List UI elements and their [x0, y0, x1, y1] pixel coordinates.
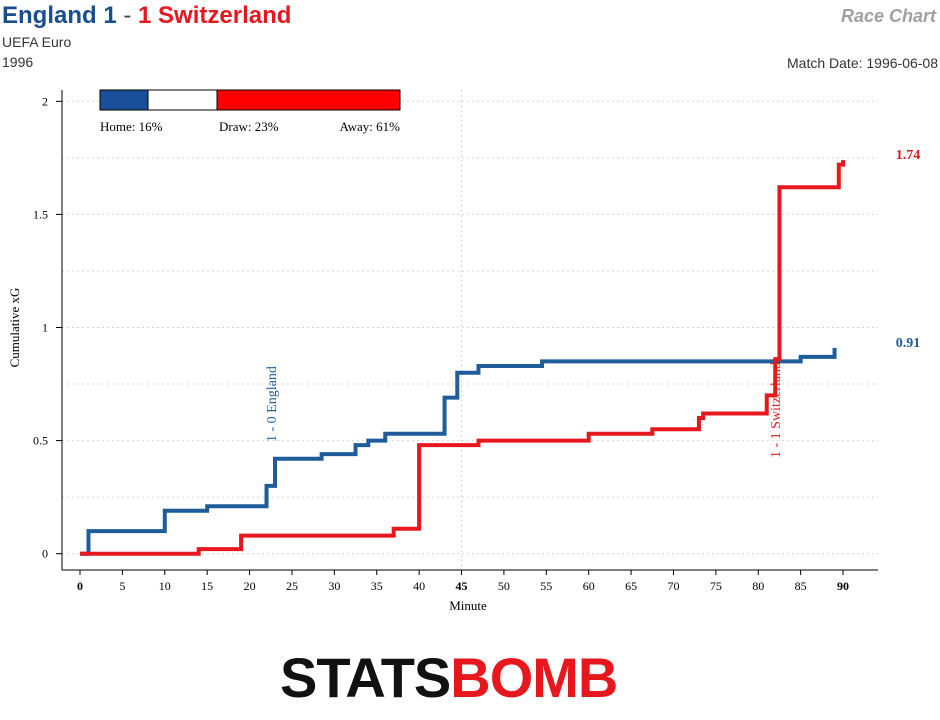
axes-layer: 0 0.5 1 1.5 2 Cumulative xG 0 5 10 15 20 25 30 35 40 45…	[7, 90, 878, 613]
x-tick-label: 15	[201, 579, 213, 593]
x-tick-label: 35	[371, 579, 383, 593]
x-tick-label: 70	[667, 579, 679, 593]
x-tick-label: 60	[583, 579, 595, 593]
x-tick-label: 65	[625, 579, 637, 593]
home-final-xg-label: 0.91	[896, 336, 921, 351]
match-header: England 1 - 1 Switzerland UEFA Euro 1996	[2, 0, 291, 72]
match-date: Match Date: 1996-06-08	[787, 55, 938, 71]
x-tick-label: 20	[244, 579, 256, 593]
series-layer	[80, 160, 846, 556]
race-chart: 0 0.5 1 1.5 2 Cumulative xG 0 5 10 15 20 25 30 35 40 45…	[7, 89, 920, 613]
y-tick-label: 1.5	[33, 207, 48, 221]
home-prob-segment	[99, 89, 149, 111]
x-tick-label: 0	[77, 579, 83, 593]
statsbomb-logo: STATSBOMB	[280, 650, 618, 706]
season-label: 1996	[2, 54, 34, 70]
x-tick-label: 75	[710, 579, 722, 593]
x-tick-label: 90	[837, 579, 849, 593]
x-tick-label: 30	[328, 579, 340, 593]
away-prob-segment	[216, 89, 401, 111]
y-tick-label: 2	[42, 94, 48, 108]
home-team-score: England 1	[2, 2, 117, 29]
draw-prob-label: Draw: 23%	[219, 119, 279, 134]
competition-name: UEFA Euro	[2, 34, 72, 50]
logo-stats: STATS	[280, 646, 451, 709]
home-prob-label: Home: 16%	[100, 119, 163, 134]
home-xg-line	[80, 347, 837, 556]
chart-type-label: Race Chart	[840, 6, 936, 26]
away-final-xg-label: 1.74	[896, 148, 921, 163]
away-goal-annotation: 1 - 1 Switzerland	[769, 362, 784, 458]
x-axis-title: Minute	[449, 598, 487, 613]
y-tick-label: 0	[42, 547, 48, 561]
win-probability-bar: Home: 16% Draw: 23% Away: 61%	[99, 89, 401, 134]
score-separator: -	[123, 2, 132, 29]
away-team-score: 1 Switzerland	[138, 2, 292, 29]
home-goal-annotation: 1 - 0 England	[265, 366, 280, 442]
match-title: England 1 - 1 Switzerland	[2, 0, 291, 32]
x-tick-label: 55	[540, 579, 552, 593]
x-tick-label: 45	[456, 579, 468, 593]
y-tick-label: 1	[42, 321, 48, 335]
away-xg-line	[80, 160, 846, 556]
draw-prob-segment	[147, 89, 218, 111]
grid-layer	[62, 90, 878, 570]
away-prob-label: Away: 61%	[339, 119, 400, 134]
y-axis-title: Cumulative xG	[7, 288, 22, 368]
x-tick-label: 50	[498, 579, 510, 593]
logo-bomb: BOMB	[450, 646, 618, 709]
x-tick-label: 5	[119, 579, 125, 593]
labels-layer: 0.91 1.74 1 - 0 England 1 - 1 Switzerland	[265, 148, 920, 458]
x-tick-label: 85	[795, 579, 807, 593]
x-tick-label: 25	[286, 579, 298, 593]
x-tick-label: 80	[752, 579, 764, 593]
x-tick-label: 10	[159, 579, 171, 593]
x-tick-label: 40	[413, 579, 425, 593]
y-tick-label: 0.5	[33, 434, 48, 448]
